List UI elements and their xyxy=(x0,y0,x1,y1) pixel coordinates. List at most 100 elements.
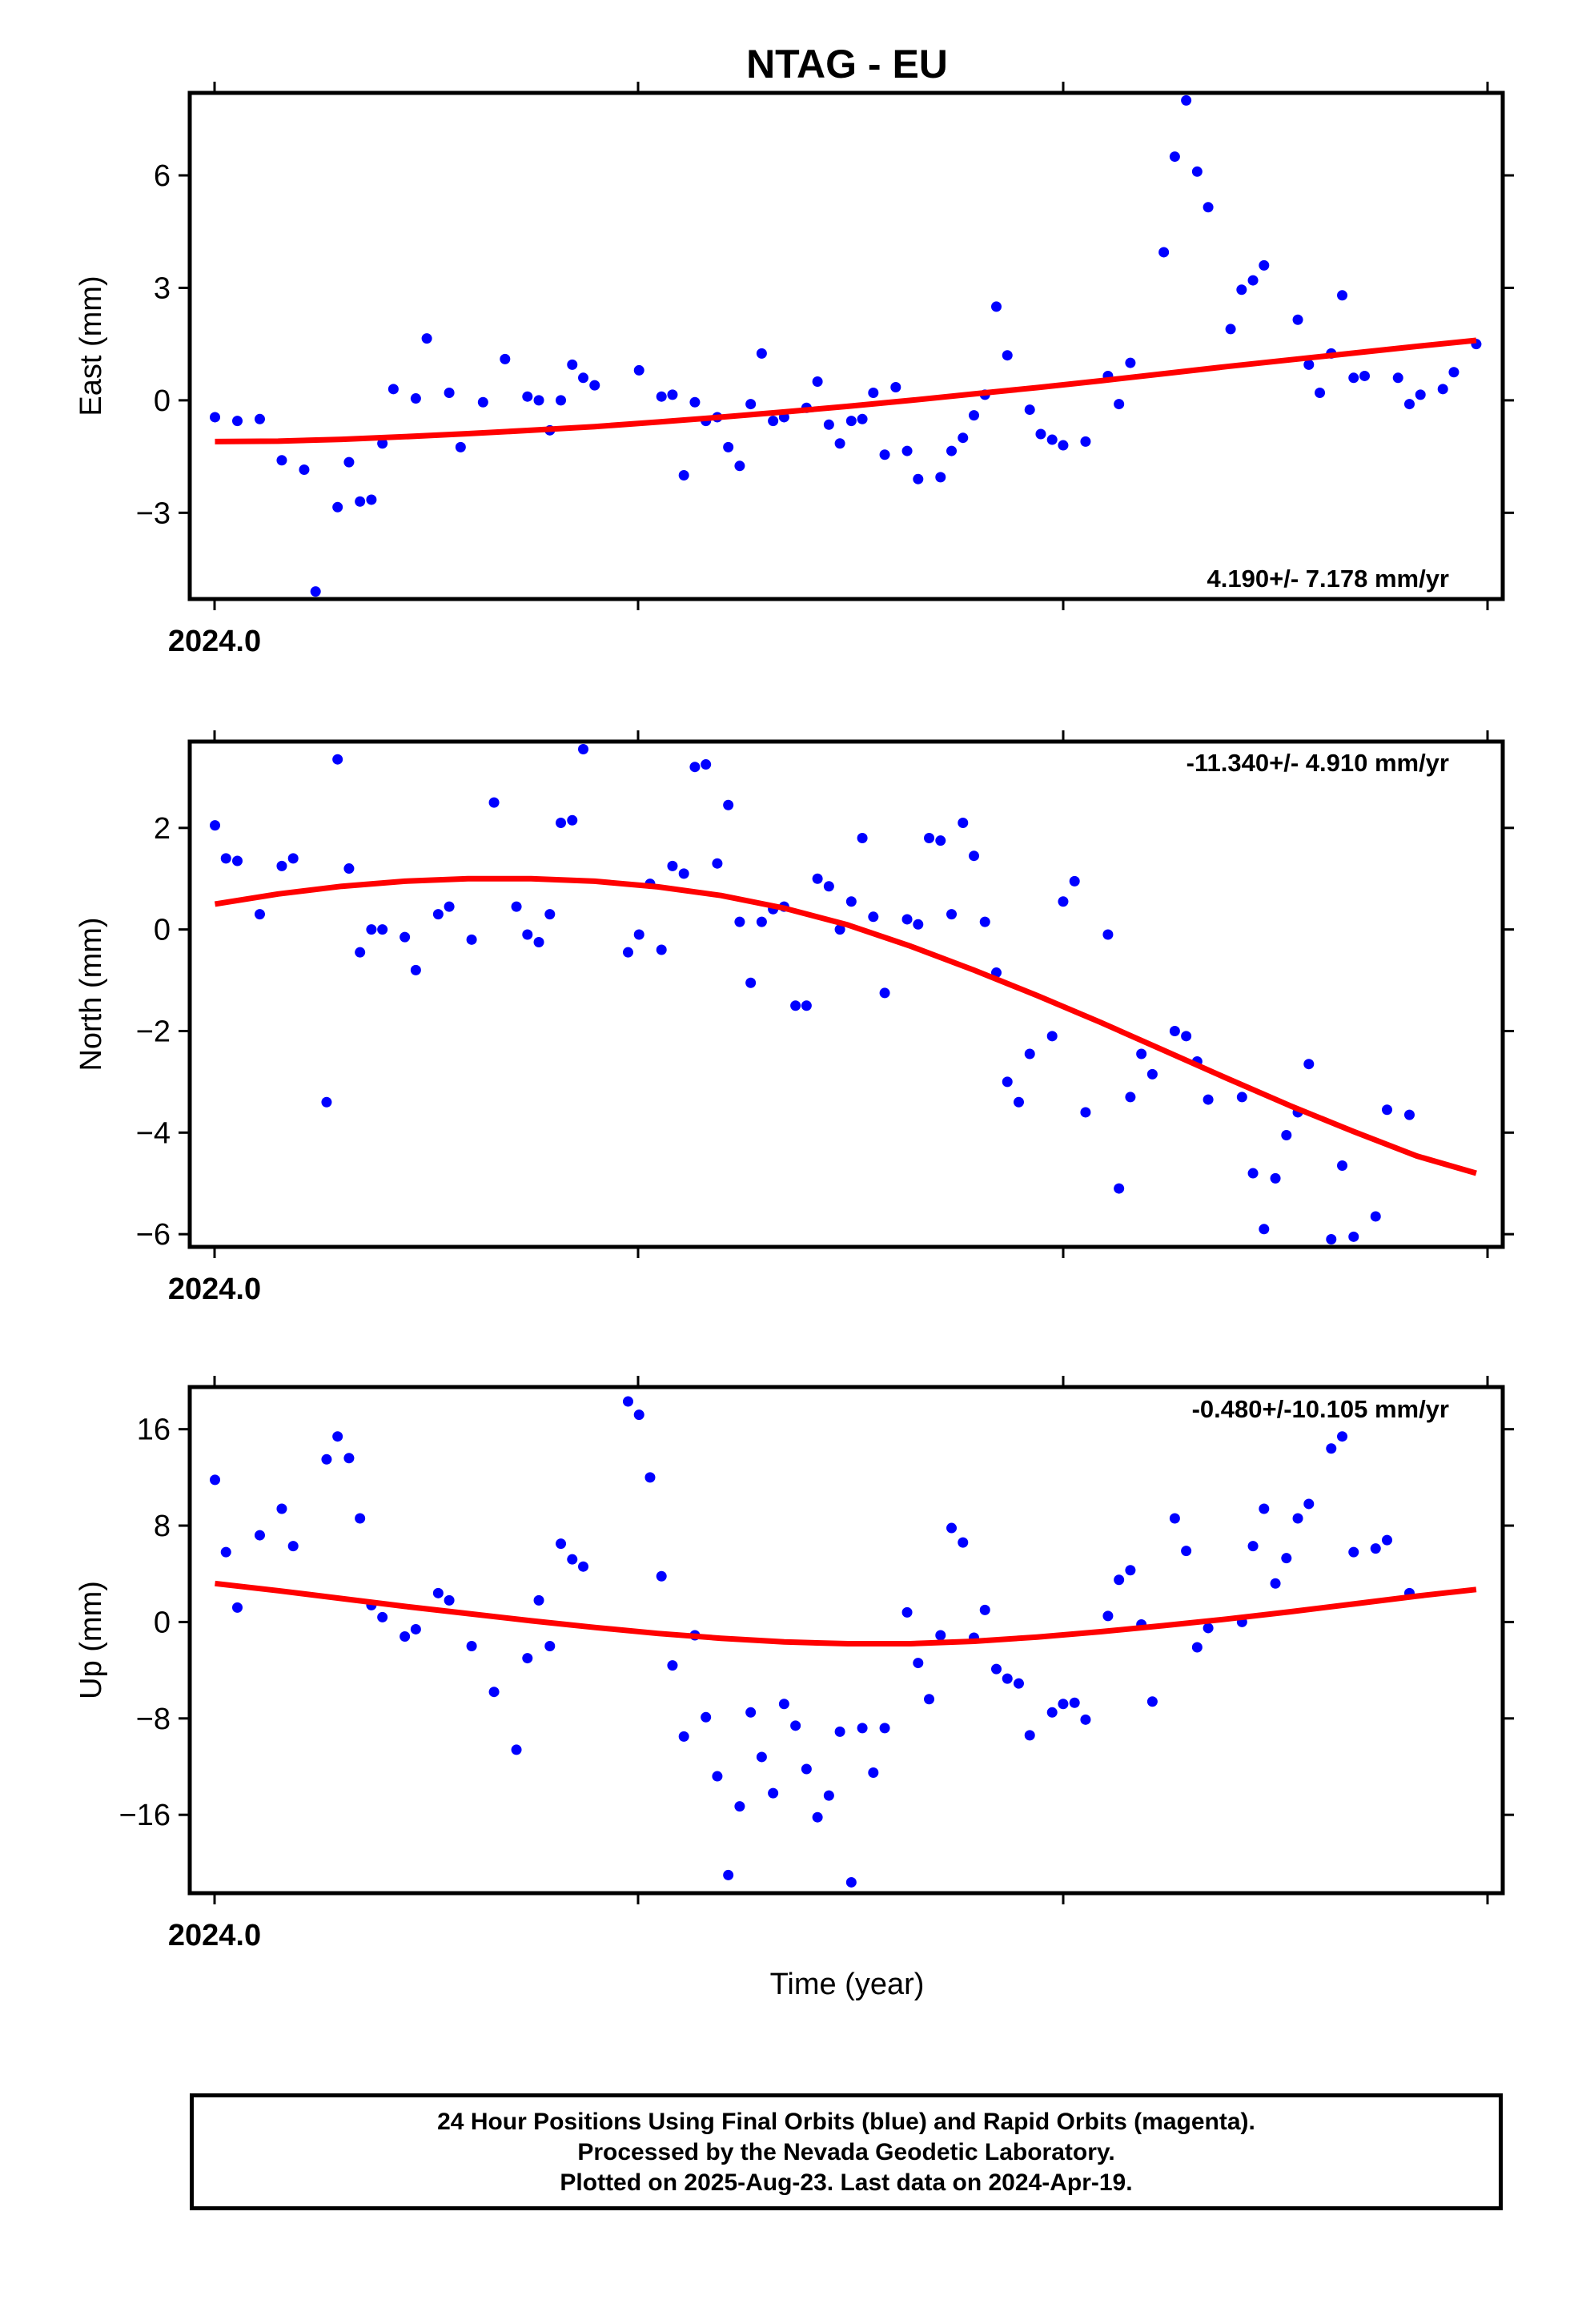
y-tick-label: 16 xyxy=(137,1413,171,1447)
data-point xyxy=(466,934,477,945)
data-point xyxy=(522,391,533,402)
data-point xyxy=(834,438,845,449)
data-point xyxy=(578,1561,589,1572)
data-point xyxy=(734,460,745,472)
data-point xyxy=(801,1000,812,1011)
data-point xyxy=(756,916,767,927)
data-layer xyxy=(210,94,1482,597)
data-point xyxy=(1370,1543,1381,1554)
data-point xyxy=(299,464,310,475)
data-point xyxy=(845,896,857,907)
data-point xyxy=(656,1570,667,1582)
data-point xyxy=(556,395,567,406)
data-point xyxy=(1136,1048,1147,1059)
data-point xyxy=(1114,1574,1125,1586)
data-point xyxy=(567,359,578,370)
data-point xyxy=(756,348,767,359)
data-point xyxy=(1058,440,1069,451)
y-tick-label: −2 xyxy=(136,1015,171,1048)
data-point xyxy=(1203,1622,1214,1634)
data-point xyxy=(969,410,980,421)
data-point xyxy=(567,1554,578,1565)
data-point xyxy=(321,1454,332,1465)
data-point xyxy=(1370,1211,1381,1222)
data-point xyxy=(812,1811,823,1823)
data-point xyxy=(400,931,411,943)
data-point xyxy=(1225,324,1236,335)
data-point xyxy=(1169,1513,1180,1524)
data-point xyxy=(958,817,969,828)
data-point xyxy=(276,860,287,871)
data-point xyxy=(1114,399,1125,410)
data-point xyxy=(1169,1025,1180,1036)
data-point xyxy=(1146,1068,1158,1080)
data-point xyxy=(622,947,633,958)
data-point xyxy=(444,388,455,399)
data-point xyxy=(1080,1714,1091,1725)
data-point xyxy=(343,863,355,875)
data-point xyxy=(701,1711,712,1723)
caption-box: 24 Hour Positions Using Final Orbits (bl… xyxy=(190,2093,1503,2210)
data-point xyxy=(1348,1231,1359,1242)
data-point xyxy=(1448,367,1460,378)
data-point xyxy=(778,1699,789,1710)
data-point xyxy=(1002,350,1013,361)
data-point xyxy=(410,964,421,975)
data-point xyxy=(857,413,868,424)
data-point xyxy=(879,1723,890,1734)
data-point xyxy=(868,911,879,923)
data-point xyxy=(210,1474,221,1486)
data-point xyxy=(254,413,265,424)
data-point xyxy=(946,1522,958,1534)
data-point xyxy=(1069,875,1080,887)
data-point xyxy=(1259,1224,1270,1235)
data-point xyxy=(701,759,712,770)
data-point xyxy=(756,1751,767,1763)
panel-0: −3 0 3 6 2024.0 East (mm) 4.190+/- 7.178 mm/yr xyxy=(74,82,1514,658)
data-point xyxy=(1002,1673,1013,1684)
data-point xyxy=(678,868,689,879)
data-point xyxy=(387,384,399,395)
y-tick-label: 3 xyxy=(154,271,171,305)
data-point xyxy=(488,797,500,808)
data-point xyxy=(544,909,556,920)
data-point xyxy=(935,1630,946,1641)
data-point xyxy=(723,799,734,810)
data-point xyxy=(343,1453,355,1464)
data-layer xyxy=(210,1396,1477,1888)
data-point xyxy=(901,445,913,456)
data-point xyxy=(990,1663,1002,1675)
data-point xyxy=(567,814,578,826)
y-tick-label: 0 xyxy=(154,384,171,418)
data-point xyxy=(689,396,701,408)
data-point xyxy=(667,1660,678,1671)
data-point xyxy=(1337,1160,1348,1172)
data-point xyxy=(1146,1696,1158,1707)
data-point xyxy=(254,909,265,920)
data-point xyxy=(1013,1096,1024,1108)
data-point xyxy=(1281,1553,1292,1564)
data-point xyxy=(633,364,644,376)
data-point xyxy=(332,1431,343,1442)
data-point xyxy=(254,1530,265,1541)
x-tick-label: 2024.0 xyxy=(168,625,261,658)
data-point xyxy=(1415,389,1426,400)
data-point xyxy=(823,419,834,430)
data-point xyxy=(1203,1094,1214,1105)
data-point xyxy=(444,1594,455,1606)
data-point xyxy=(231,1602,243,1613)
data-point xyxy=(444,901,455,912)
data-point xyxy=(500,353,511,364)
y-tick-label: −8 xyxy=(136,1703,171,1736)
y-tick-label: −3 xyxy=(136,497,171,530)
data-point xyxy=(845,416,857,427)
data-point xyxy=(220,853,231,864)
data-point xyxy=(522,1653,533,1664)
data-point xyxy=(1247,1541,1259,1552)
data-point xyxy=(1125,1092,1136,1103)
plot-frame xyxy=(187,739,1505,1249)
data-point xyxy=(1437,384,1448,395)
data-point xyxy=(377,1611,388,1622)
data-point xyxy=(1259,259,1270,271)
y-tick-label: 6 xyxy=(154,159,171,193)
